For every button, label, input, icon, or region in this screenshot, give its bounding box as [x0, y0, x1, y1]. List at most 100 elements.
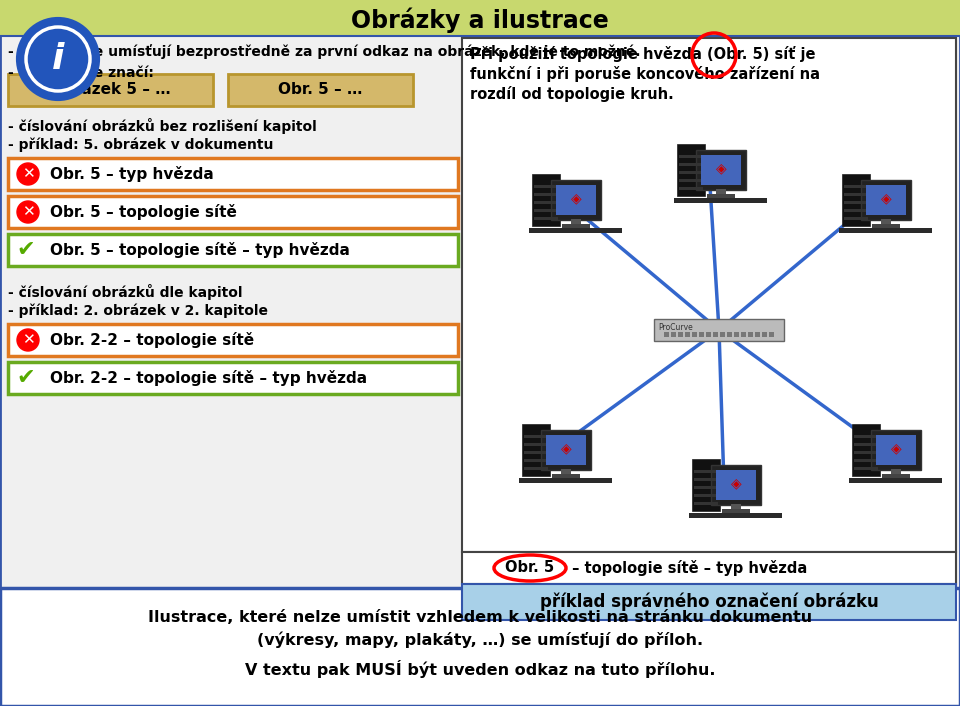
FancyBboxPatch shape	[696, 150, 746, 190]
FancyBboxPatch shape	[844, 193, 868, 196]
FancyBboxPatch shape	[844, 185, 868, 188]
FancyBboxPatch shape	[8, 234, 458, 266]
FancyBboxPatch shape	[677, 144, 705, 196]
FancyBboxPatch shape	[881, 219, 891, 225]
Text: Obrázek 5 – …: Obrázek 5 – …	[50, 83, 171, 97]
Text: Obrázky a ilustrace: Obrázky a ilustrace	[351, 7, 609, 32]
FancyBboxPatch shape	[556, 185, 596, 215]
Text: Ilustrace, které nelze umístit vzhledem k velikosti na stránku dokumentu: Ilustrace, které nelze umístit vzhledem …	[148, 610, 812, 625]
FancyBboxPatch shape	[854, 459, 878, 462]
FancyBboxPatch shape	[711, 465, 761, 505]
FancyBboxPatch shape	[762, 332, 767, 337]
FancyBboxPatch shape	[871, 430, 921, 470]
Text: rozdíl od topologie kruh.: rozdíl od topologie kruh.	[470, 86, 674, 102]
FancyBboxPatch shape	[699, 332, 704, 337]
FancyBboxPatch shape	[541, 430, 591, 470]
FancyBboxPatch shape	[876, 435, 916, 465]
FancyBboxPatch shape	[741, 332, 746, 337]
FancyBboxPatch shape	[8, 324, 458, 356]
FancyBboxPatch shape	[689, 513, 782, 518]
Text: - číslování obrázků bez rozlišení kapitol: - číslování obrázků bez rozlišení kapito…	[8, 118, 317, 134]
FancyBboxPatch shape	[462, 552, 956, 584]
FancyBboxPatch shape	[720, 332, 725, 337]
Text: ◈: ◈	[880, 191, 891, 205]
FancyBboxPatch shape	[852, 424, 880, 476]
Text: Obr. 5: Obr. 5	[505, 561, 555, 575]
FancyBboxPatch shape	[854, 443, 878, 446]
FancyBboxPatch shape	[716, 189, 726, 195]
FancyBboxPatch shape	[692, 459, 720, 511]
Text: ✔: ✔	[16, 368, 35, 388]
FancyBboxPatch shape	[654, 319, 784, 341]
Text: Obr. 2-2 – topologie sítě: Obr. 2-2 – topologie sítě	[50, 332, 254, 348]
Text: ProCurve: ProCurve	[658, 323, 693, 333]
FancyBboxPatch shape	[228, 74, 413, 106]
FancyBboxPatch shape	[734, 332, 739, 337]
Circle shape	[17, 201, 39, 223]
Text: příklad správného označení obrázku: příklad správného označení obrázku	[540, 593, 878, 611]
FancyBboxPatch shape	[562, 224, 590, 229]
FancyBboxPatch shape	[8, 196, 458, 228]
FancyBboxPatch shape	[0, 588, 960, 706]
Text: ✕: ✕	[22, 333, 35, 347]
Circle shape	[17, 163, 39, 185]
FancyBboxPatch shape	[861, 180, 911, 220]
FancyBboxPatch shape	[716, 470, 756, 500]
Text: Při použití topologie hvězda (Obr. 5) síť je: Při použití topologie hvězda (Obr. 5) sí…	[470, 46, 815, 62]
FancyBboxPatch shape	[529, 228, 622, 233]
FancyBboxPatch shape	[839, 228, 932, 233]
FancyBboxPatch shape	[671, 332, 676, 337]
FancyBboxPatch shape	[694, 486, 718, 489]
FancyBboxPatch shape	[727, 332, 732, 337]
FancyBboxPatch shape	[524, 459, 548, 462]
Text: funkční i při poruše koncového zařízení na: funkční i při poruše koncového zařízení …	[470, 66, 820, 82]
Ellipse shape	[494, 555, 566, 581]
Circle shape	[18, 19, 98, 99]
FancyBboxPatch shape	[532, 174, 560, 226]
Text: ◈: ◈	[716, 161, 727, 175]
FancyBboxPatch shape	[522, 424, 550, 476]
FancyBboxPatch shape	[685, 332, 690, 337]
FancyBboxPatch shape	[748, 332, 753, 337]
Text: – topologie sítě – typ hvězda: – topologie sítě – typ hvězda	[567, 560, 807, 576]
Text: Obr. 5 – topologie sítě – typ hvězda: Obr. 5 – topologie sítě – typ hvězda	[50, 242, 349, 258]
Text: Obr. 5 – …: Obr. 5 – …	[278, 83, 363, 97]
FancyBboxPatch shape	[524, 467, 548, 470]
FancyBboxPatch shape	[0, 0, 960, 36]
FancyBboxPatch shape	[849, 478, 942, 483]
FancyBboxPatch shape	[462, 38, 956, 552]
FancyBboxPatch shape	[679, 179, 703, 182]
Text: V textu pak MUSÍ být uveden odkaz na tuto přílohu.: V textu pak MUSÍ být uveden odkaz na tut…	[245, 660, 715, 678]
FancyBboxPatch shape	[524, 435, 548, 438]
FancyBboxPatch shape	[694, 478, 718, 481]
FancyBboxPatch shape	[701, 155, 741, 185]
FancyBboxPatch shape	[519, 478, 612, 483]
FancyBboxPatch shape	[713, 332, 718, 337]
Text: ◈: ◈	[561, 441, 571, 455]
FancyBboxPatch shape	[872, 224, 900, 229]
Text: Obr. 5 – topologie sítě: Obr. 5 – topologie sítě	[50, 204, 237, 220]
Text: ✕: ✕	[22, 205, 35, 220]
Text: ✕: ✕	[22, 167, 35, 181]
FancyBboxPatch shape	[534, 217, 558, 220]
Circle shape	[26, 27, 90, 91]
FancyBboxPatch shape	[552, 474, 580, 479]
FancyBboxPatch shape	[546, 435, 586, 465]
FancyBboxPatch shape	[524, 451, 548, 454]
FancyBboxPatch shape	[882, 474, 910, 479]
FancyBboxPatch shape	[534, 193, 558, 196]
FancyBboxPatch shape	[854, 451, 878, 454]
FancyBboxPatch shape	[731, 504, 741, 510]
FancyBboxPatch shape	[524, 443, 548, 446]
Text: Obr. 5 – typ hvězda: Obr. 5 – typ hvězda	[50, 166, 214, 182]
FancyBboxPatch shape	[844, 201, 868, 204]
FancyBboxPatch shape	[706, 332, 711, 337]
FancyBboxPatch shape	[854, 467, 878, 470]
Text: ◈: ◈	[891, 441, 901, 455]
FancyBboxPatch shape	[679, 163, 703, 166]
Text: - příklad: 5. obrázek v dokumentu: - příklad: 5. obrázek v dokumentu	[8, 138, 274, 152]
FancyBboxPatch shape	[866, 185, 906, 215]
FancyBboxPatch shape	[679, 155, 703, 158]
Text: ✔: ✔	[16, 240, 35, 260]
FancyBboxPatch shape	[854, 435, 878, 438]
